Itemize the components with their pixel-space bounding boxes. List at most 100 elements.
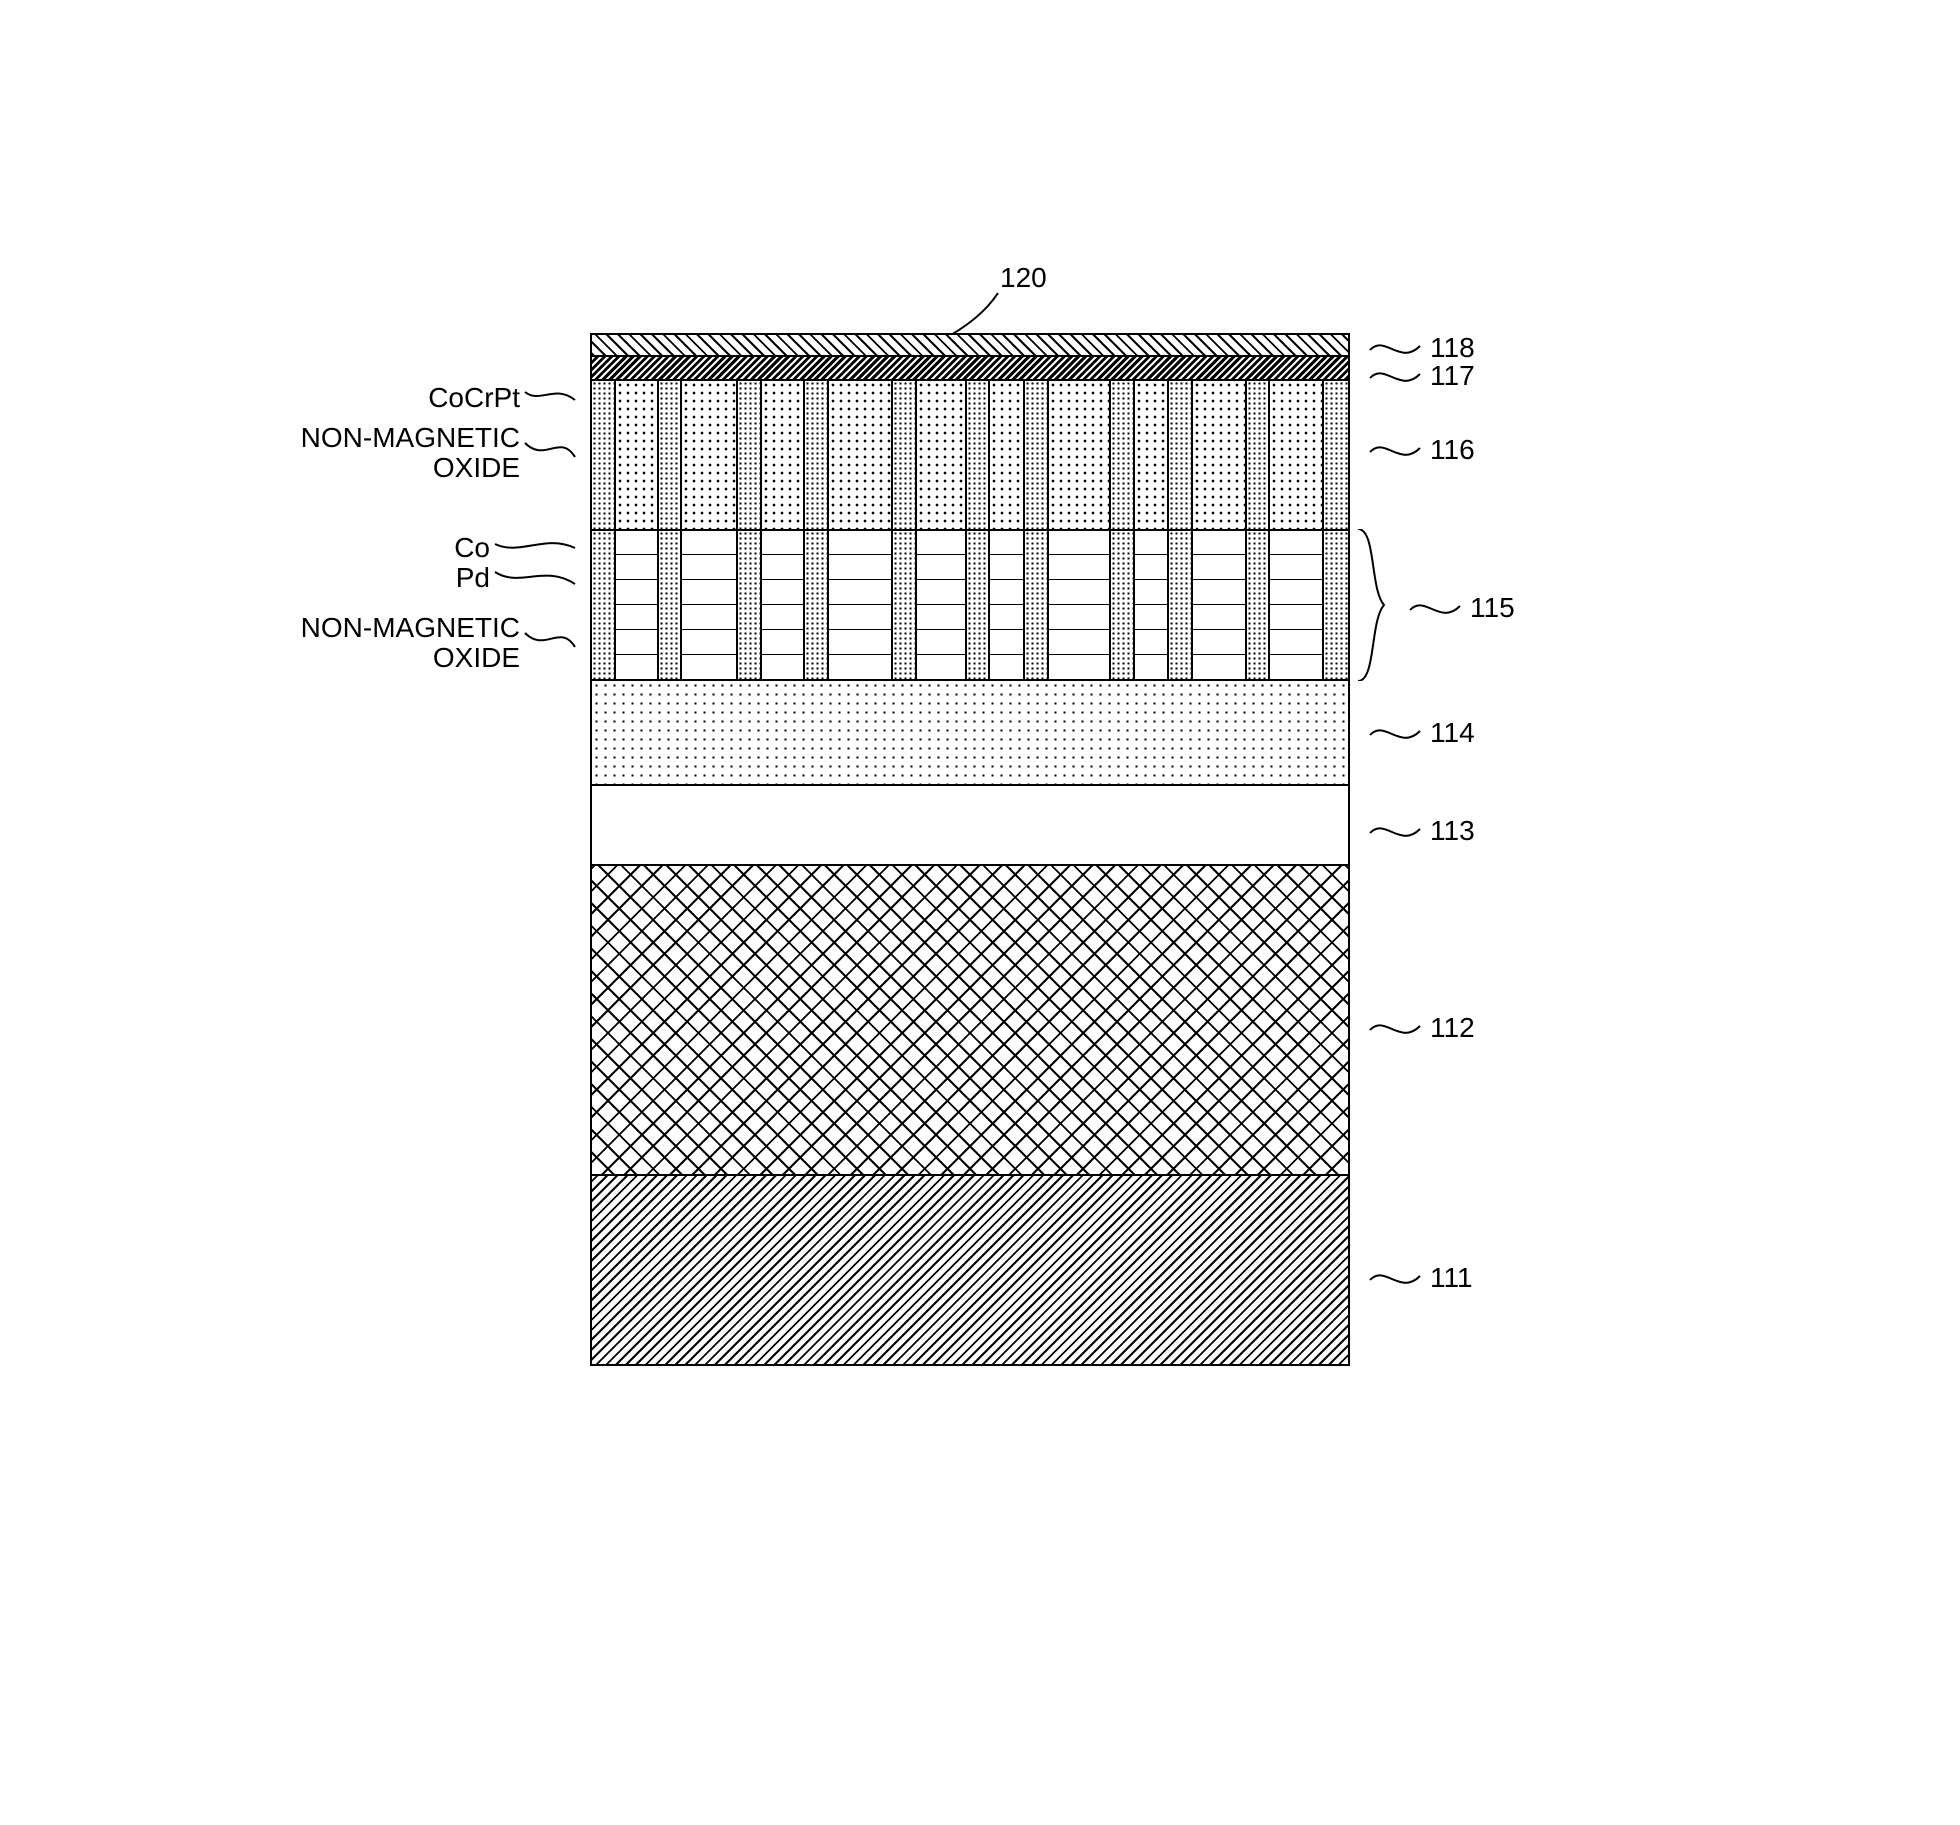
grain-oxide: [659, 381, 683, 529]
label-117-text: 117: [1430, 361, 1475, 392]
stripe-pd: [1135, 605, 1167, 630]
stripe-co: [762, 531, 803, 556]
grain-oxide: [893, 531, 917, 679]
grain-cocrpt: [616, 381, 659, 529]
stripe-co: [917, 580, 965, 605]
stripe-co: [917, 531, 965, 556]
stripe-co: [1049, 531, 1109, 556]
grain-multilayer: [682, 531, 738, 679]
grain-cocrpt: [1049, 381, 1111, 529]
stripe-co: [682, 531, 736, 556]
label-oxide-115-text: NON-MAGNETIC OXIDE: [301, 613, 520, 675]
stripe-pd: [829, 605, 892, 630]
grain-multilayer: [1049, 531, 1111, 679]
stripe-pd: [1193, 605, 1245, 630]
grain-cocrpt: [829, 381, 894, 529]
stripe-pd: [1193, 555, 1245, 580]
stripe-pd: [990, 555, 1022, 580]
leader-line-icon: [490, 536, 580, 560]
stripe-pd: [829, 655, 892, 679]
label-112: 112: [1370, 1013, 1475, 1044]
grain-multilayer: [762, 531, 805, 679]
stripe-pd: [990, 655, 1022, 679]
stripe-pd: [1049, 605, 1109, 630]
stripe-pd: [762, 555, 803, 580]
grain-cocrpt: [1270, 381, 1324, 529]
grain-oxide: [967, 381, 991, 529]
grain-oxide: [592, 381, 616, 529]
stripe-pd: [1193, 655, 1245, 679]
grain-oxide: [893, 381, 917, 529]
grain-oxide: [738, 531, 762, 679]
grain-oxide: [1169, 381, 1193, 529]
grain-cocrpt: [917, 381, 967, 529]
label-114-text: 114: [1430, 718, 1475, 749]
stripe-co: [829, 630, 892, 655]
stripe-co: [762, 630, 803, 655]
grain-oxide: [1111, 381, 1135, 529]
grain-multilayer: [917, 531, 967, 679]
label-oxide-116-text: NON-MAGNETIC OXIDE: [301, 423, 520, 485]
stripe-pd: [682, 605, 736, 630]
grain-oxide: [738, 381, 762, 529]
grain-oxide: [1025, 531, 1049, 679]
layer-112: [592, 864, 1348, 1174]
leader-line-icon: [490, 564, 580, 592]
stripe-pd: [917, 555, 965, 580]
grain-oxide: [1247, 381, 1271, 529]
grain-cocrpt: [762, 381, 805, 529]
stripe-co: [1135, 531, 1167, 556]
squiggle-icon: [1410, 596, 1470, 620]
label-120-text: 120: [1000, 263, 1047, 294]
stripe-co: [917, 630, 965, 655]
label-118: 118: [1370, 333, 1475, 364]
leader-line-icon: [520, 433, 580, 473]
stripe-pd: [829, 555, 892, 580]
label-120: 120: [1000, 263, 1047, 294]
stripe-co: [990, 580, 1022, 605]
label-oxide-116: NON-MAGNETIC OXIDE: [280, 423, 580, 485]
stripe-co: [990, 630, 1022, 655]
stripe-co: [682, 580, 736, 605]
grain-multilayer: [1135, 531, 1169, 679]
squiggle-icon: [1370, 438, 1430, 462]
stripe-pd: [616, 655, 657, 679]
stripe-pd: [682, 655, 736, 679]
grain-oxide: [1111, 531, 1135, 679]
stripe-co: [1049, 630, 1109, 655]
stripe-pd: [917, 605, 965, 630]
stripe-co: [616, 531, 657, 556]
stripe-co: [1135, 630, 1167, 655]
label-113-text: 113: [1430, 816, 1475, 847]
stripe-pd: [762, 605, 803, 630]
label-116: 116: [1370, 435, 1475, 466]
stripe-pd: [1270, 555, 1322, 580]
grain-cocrpt: [1193, 381, 1247, 529]
layer-117: [592, 355, 1348, 379]
label-115: 115: [1410, 593, 1515, 624]
leader-line-icon: [520, 386, 580, 410]
label-cocrpt: CoCrPt: [280, 383, 580, 414]
label-112-text: 112: [1430, 1013, 1475, 1044]
squiggle-icon: [1370, 721, 1430, 745]
layer-111: [592, 1174, 1348, 1364]
stripe-co: [1193, 630, 1245, 655]
label-116-text: 116: [1430, 435, 1475, 466]
stripe-co: [762, 580, 803, 605]
label-cocrpt-text: CoCrPt: [428, 383, 520, 414]
label-114: 114: [1370, 718, 1475, 749]
leader-line-icon: [520, 623, 580, 663]
grain-multilayer: [616, 531, 659, 679]
squiggle-icon: [1370, 1016, 1430, 1040]
stripe-co: [990, 531, 1022, 556]
stripe-pd: [616, 605, 657, 630]
stripe-co: [829, 531, 892, 556]
grain-oxide: [967, 531, 991, 679]
layer-114: [592, 679, 1348, 784]
grain-oxide: [1169, 531, 1193, 679]
grain-multilayer: [1270, 531, 1324, 679]
label-co: Co: [280, 533, 580, 564]
stripe-co: [682, 630, 736, 655]
stripe-co: [1270, 580, 1322, 605]
stripe-pd: [1270, 605, 1322, 630]
